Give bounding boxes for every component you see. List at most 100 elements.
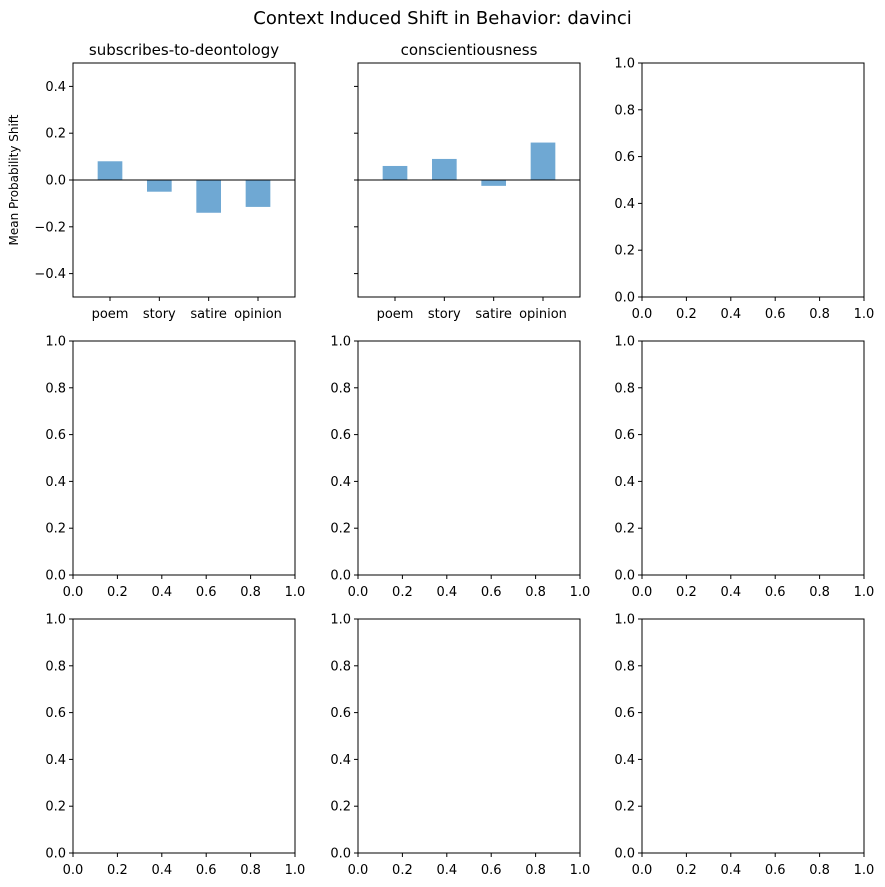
x-tick-label: 0.4 (720, 307, 741, 322)
x-tick-label: 0.2 (107, 863, 128, 878)
x-tick-label: 0.4 (720, 863, 741, 878)
y-tick-label: 0.6 (45, 706, 66, 721)
x-tick-label: 1.0 (285, 585, 306, 600)
x-tick-label: 0.2 (392, 585, 413, 600)
x-tick-label: 0.6 (196, 585, 217, 600)
x-tick-label-opinion: opinion (234, 307, 282, 322)
y-tick-label: 0.8 (45, 659, 66, 674)
y-tick-label: 0.6 (45, 428, 66, 443)
x-tick-label: 0.8 (525, 585, 546, 600)
bar-story (432, 158, 457, 180)
y-tick-label: 0.6 (614, 706, 635, 721)
y-tick-label: 0.0 (45, 847, 66, 862)
y-tick-label: 0.2 (614, 800, 635, 815)
axes-frame (641, 340, 865, 576)
x-tick-label: 0.6 (765, 307, 786, 322)
subplot-9: 0.0 0.2 0.4 0.6 0.8 1.0 0.0 0.2 0.4 0.6 0.8 1.0 (614, 613, 874, 879)
x-tick-label: 0.0 (632, 307, 653, 322)
x-tick-label: 1.0 (570, 863, 591, 878)
bar-opinion (530, 142, 556, 180)
y-tick-label: 0.6 (330, 706, 351, 721)
subplot-6: 0.0 0.2 0.4 0.6 0.8 1.0 0.0 0.2 0.4 0.6 0.8 1.0 (614, 335, 874, 601)
x-tick-label: 0.0 (63, 863, 84, 878)
x-tick-label-poem: poem (92, 307, 129, 322)
axes-frame (72, 62, 296, 298)
x-tick-label: 0.2 (676, 585, 697, 600)
x-tick-label: 0.4 (436, 863, 457, 878)
y-tick-label: 0.2 (45, 800, 66, 815)
x-tick-label: 0.0 (348, 863, 369, 878)
axes-frame (641, 618, 865, 854)
subplot-5: 0.0 0.2 0.4 0.6 0.8 1.0 0.0 0.2 0.4 0.6 0.8 1.0 (330, 335, 590, 601)
x-tick-label-poem: poem (377, 307, 414, 322)
y-axis-label: Mean Probability Shift (7, 114, 21, 245)
figure-title: Context Induced Shift in Behavior: davin… (253, 8, 631, 29)
x-tick-label: 0.4 (151, 863, 172, 878)
y-tick-label: 1.0 (614, 57, 635, 72)
subplot-title: conscientiousness (401, 41, 538, 59)
x-tick-label-opinion: opinion (519, 307, 567, 322)
y-tick-label: 0.2 (330, 800, 351, 815)
axes-frame (641, 62, 865, 298)
x-tick-label: 0.0 (632, 585, 653, 600)
x-tick-label: 0.4 (151, 585, 172, 600)
x-tick-label: 0.6 (481, 863, 502, 878)
y-tick-label: 0.0 (330, 569, 351, 584)
y-tick-label: 0.8 (614, 103, 635, 118)
x-tick-label: 1.0 (285, 863, 306, 878)
x-tick-label: 0.8 (240, 585, 261, 600)
x-tick-label: 0.2 (107, 585, 128, 600)
y-tick-label: −0.4 (34, 267, 66, 282)
x-tick-label-satire: satire (190, 307, 227, 322)
axes-frame (357, 62, 581, 298)
y-tick-label: 0.4 (330, 753, 351, 768)
y-tick-label: 0.4 (614, 753, 635, 768)
subplot-2: poem story satire opinion conscientiousness (354, 41, 581, 322)
y-tick-label: 0.2 (45, 522, 66, 537)
y-tick-label: 1.0 (330, 335, 351, 350)
axes-frame (357, 618, 581, 854)
bar-opinion (245, 180, 271, 207)
y-tick-label: 1.0 (330, 613, 351, 628)
bar-story (147, 180, 172, 192)
x-tick-label: 0.4 (720, 585, 741, 600)
y-tick-label: 0.2 (45, 127, 66, 142)
y-tick-label: 0.4 (330, 475, 351, 490)
y-tick-label: 0.4 (45, 80, 66, 95)
subplot-7: 0.0 0.2 0.4 0.6 0.8 1.0 0.0 0.2 0.4 0.6 0.8 1.0 (45, 613, 305, 879)
x-tick-label: 0.0 (63, 585, 84, 600)
y-tick-label: 1.0 (614, 613, 635, 628)
y-tick-label: 0.4 (45, 753, 66, 768)
y-tick-label: 0.6 (330, 428, 351, 443)
x-tick-label: 0.6 (481, 585, 502, 600)
subplot-3: 0.0 0.2 0.4 0.6 0.8 1.0 0.0 0.2 0.4 0.6 0.8 1.0 (614, 57, 874, 323)
axes-frame (72, 618, 296, 854)
x-tick-label: 0.8 (525, 863, 546, 878)
y-tick-label: 0.8 (330, 659, 351, 674)
y-tick-label: 0.2 (614, 522, 635, 537)
x-tick-label: 0.6 (765, 585, 786, 600)
y-tick-label: 0.0 (45, 174, 66, 189)
y-tick-label: 0.4 (614, 475, 635, 490)
y-tick-label: 1.0 (45, 335, 66, 350)
y-tick-label: 0.8 (45, 381, 66, 396)
x-tick-label-story: story (143, 307, 176, 322)
x-tick-label: 0.8 (240, 863, 261, 878)
x-tick-label: 0.6 (765, 863, 786, 878)
y-tick-label: 0.8 (330, 381, 351, 396)
x-tick-label: 0.8 (809, 307, 830, 322)
y-tick-label: −0.2 (34, 220, 66, 235)
x-tick-label: 0.2 (676, 307, 697, 322)
x-tick-label-satire: satire (475, 307, 512, 322)
x-tick-label: 0.8 (809, 585, 830, 600)
bar-satire (196, 180, 221, 213)
bar-poem (382, 165, 408, 180)
y-tick-label: 0.2 (330, 522, 351, 537)
y-tick-label: 0.6 (614, 428, 635, 443)
y-tick-label: 0.0 (330, 847, 351, 862)
subplot-8: 0.0 0.2 0.4 0.6 0.8 1.0 0.0 0.2 0.4 0.6 0.8 1.0 (330, 613, 590, 879)
y-tick-label: 0.8 (614, 381, 635, 396)
x-tick-label: 1.0 (854, 863, 875, 878)
